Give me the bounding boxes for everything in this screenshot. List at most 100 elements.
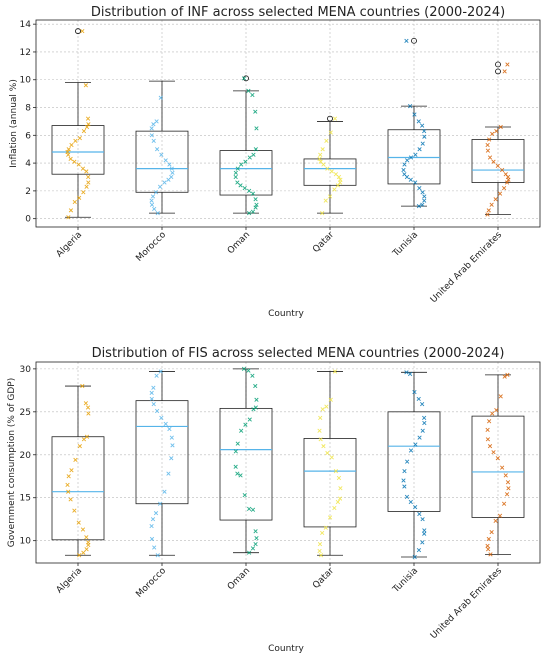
inf-xtick-label: Oman — [226, 230, 252, 256]
fis-data-point — [246, 368, 251, 373]
inf-data-point — [321, 162, 326, 167]
inf-data-point — [487, 137, 492, 142]
inf-data-point — [253, 109, 258, 114]
inf-data-point — [420, 141, 425, 146]
inf-data-point — [253, 197, 258, 202]
inf-data-point — [80, 166, 86, 171]
fis-data-point — [489, 529, 494, 535]
fis-data-point — [329, 455, 334, 460]
fis-data-point — [318, 437, 323, 442]
fis-chart-title: Distribution of FIS across selected MENA… — [92, 346, 505, 361]
fis-data-point — [253, 541, 258, 547]
inf-ytick-label: 12 — [20, 48, 31, 58]
fis-data-point — [153, 511, 159, 516]
inf-data-point — [153, 190, 159, 195]
inf-data-point — [420, 190, 425, 195]
inf-box-united-arab-emirates — [471, 61, 525, 215]
inf-ytick-label: 8 — [25, 104, 31, 114]
fis-data-point — [149, 523, 154, 529]
fis-data-point — [247, 417, 252, 422]
fis-xtick-label: United Arab Emirates — [429, 566, 504, 641]
fis-data-point — [485, 427, 490, 432]
inf-data-point — [497, 191, 503, 196]
inf-data-point — [506, 177, 511, 182]
inf-box-morocco — [135, 80, 189, 214]
fis-data-point — [66, 474, 71, 479]
fis-data-point — [243, 422, 248, 427]
fis-data-point — [162, 489, 167, 494]
inf-data-point — [81, 129, 87, 134]
inf-data-point — [325, 166, 330, 171]
fis-data-point — [77, 553, 82, 558]
inf-chart-title: Distribution of INF across selected MENA… — [91, 5, 505, 20]
inf-data-point — [501, 185, 507, 191]
fis-data-point — [323, 525, 328, 530]
fis-data-point — [332, 505, 337, 511]
inf-data-point — [250, 92, 255, 98]
fis-data-point — [335, 499, 341, 505]
box-iqr — [135, 400, 189, 505]
outlier-point — [75, 28, 81, 35]
inf-data-point — [320, 147, 325, 152]
inf-data-point — [68, 156, 73, 162]
inf-box-qatar — [303, 115, 357, 214]
fis-data-point — [498, 394, 503, 399]
fis-data-point — [151, 401, 156, 407]
fis-data-point — [253, 529, 258, 534]
inf-data-point — [66, 147, 71, 152]
inf-data-point — [495, 163, 500, 168]
fis-data-point — [254, 535, 259, 541]
fis-data-point — [155, 553, 160, 558]
inf-data-point — [235, 166, 240, 171]
fis-data-point — [487, 444, 493, 449]
fis-data-point — [413, 505, 418, 510]
fis-data-point — [488, 552, 493, 557]
fis-data-point — [332, 369, 338, 374]
inf-data-point — [154, 147, 160, 152]
inf-data-point — [323, 198, 328, 203]
inf-data-point — [413, 152, 418, 157]
fis-data-point — [81, 550, 86, 555]
inf-data-point — [238, 183, 243, 188]
fis-data-point — [402, 468, 407, 474]
fis-data-point — [333, 468, 339, 474]
inf-data-point — [154, 119, 159, 124]
inf-data-point — [72, 159, 77, 164]
fis-data-point — [337, 496, 343, 501]
inf-data-point — [86, 174, 91, 180]
fis-data-point — [417, 435, 422, 440]
fis-data-point — [506, 486, 511, 491]
inf-data-point — [149, 133, 154, 138]
fis-data-point — [233, 449, 238, 454]
inf-data-point — [246, 88, 251, 93]
fis-data-point — [72, 508, 77, 513]
fis-data-point — [422, 420, 427, 426]
fis-data-point — [253, 383, 258, 389]
inf-data-point — [491, 159, 496, 164]
fis-data-point — [327, 515, 333, 520]
inf-xtick-label: Morocco — [134, 230, 168, 264]
fis-data-point — [250, 546, 256, 551]
fis-data-point — [239, 428, 244, 433]
inf-data-point — [149, 198, 154, 203]
inf-data-point — [246, 188, 252, 193]
inf-data-point — [502, 69, 507, 74]
fis-ytick-label: 10 — [20, 537, 32, 547]
inf-data-point — [336, 174, 342, 180]
inf-data-point — [150, 194, 156, 199]
fis-data-point — [233, 464, 238, 469]
fis-data-point — [487, 419, 492, 424]
fis-data-point — [490, 411, 495, 416]
fis-data-point — [338, 486, 343, 491]
fis-data-point — [497, 513, 503, 518]
inf-ytick-label: 6 — [25, 131, 31, 141]
inf-y-axis-label: Inflation (annual %) — [9, 79, 19, 168]
fis-data-point — [235, 441, 240, 446]
inf-data-point — [233, 174, 238, 180]
fis-data-point — [505, 480, 511, 485]
inf-x-axis-label: Country — [268, 309, 304, 319]
fis-data-point — [254, 397, 259, 402]
inf-plot-frame — [35, 19, 541, 228]
fis-data-point — [401, 478, 406, 483]
inf-data-point — [404, 38, 409, 43]
